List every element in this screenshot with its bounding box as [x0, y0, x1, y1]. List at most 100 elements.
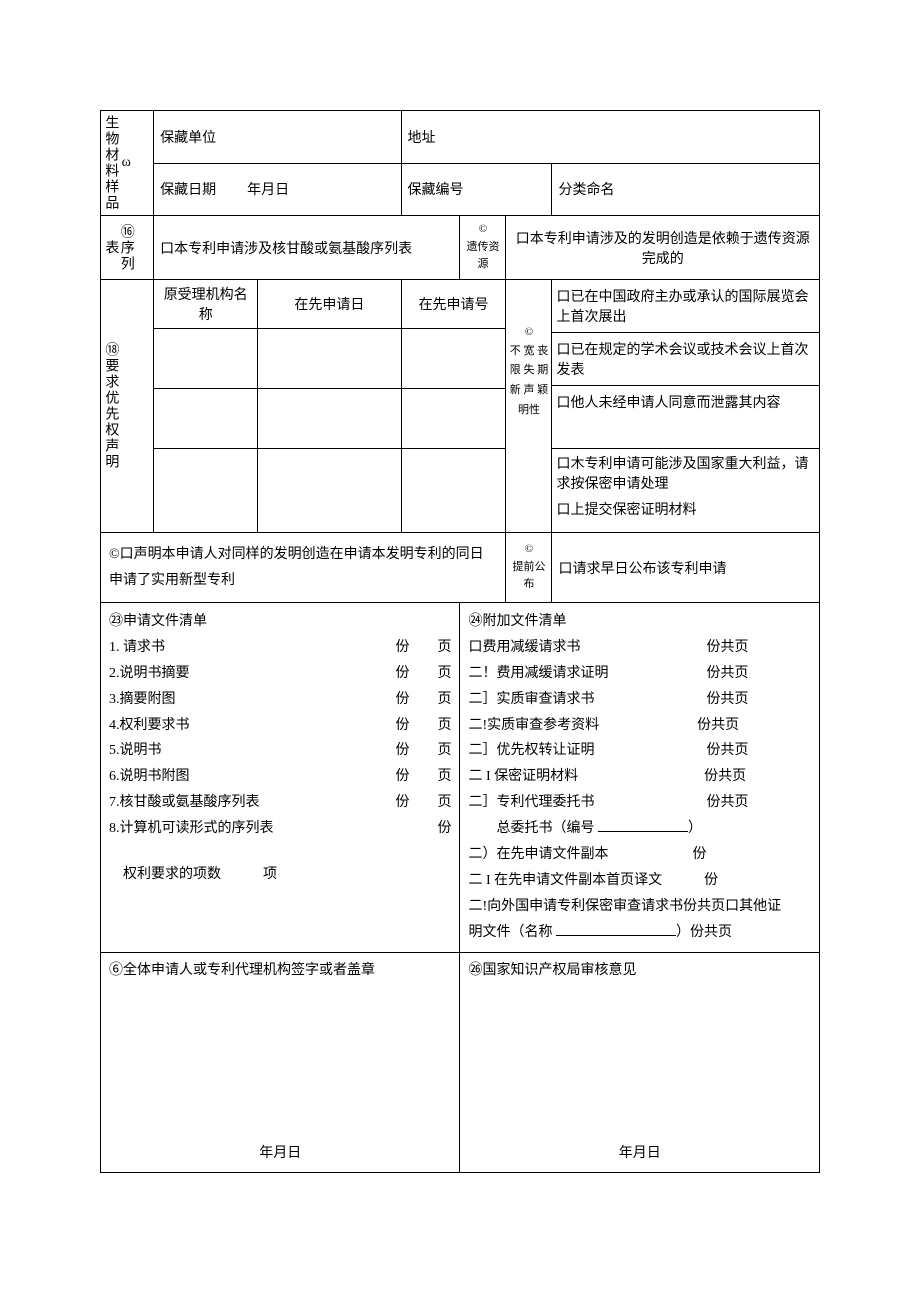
sec15-row2: 保藏日期 年月日 保藏编号 分类命名 — [101, 163, 820, 216]
sec23-item-4-label: 5.说明书 — [109, 738, 387, 764]
sec23-item-7-u: 份 — [429, 816, 451, 842]
sec19-label: 不 宽 丧限 失 期新 声 颖明性 — [508, 342, 549, 421]
sec24-cell: ㉔附加文件清单 口费用减缓请求书 份共页 二！费用减缓请求证明 份共页 二］实质… — [460, 603, 820, 953]
sec19-items-cell: 口已在中国政府主办或承认的国际展览会上首次展出 口已在规定的学术会议或技术会议上… — [552, 280, 820, 449]
sec17-label: 遗传资源 — [466, 239, 499, 274]
sec18-d3c2[interactable] — [258, 449, 401, 533]
page-container: ω 生物材料样品 保藏单位 地址 保藏日期 年月日 保藏编号 分类命名 ⑯序列表… — [0, 0, 920, 1213]
form-table: ω 生物材料样品 保藏单位 地址 保藏日期 年月日 保藏编号 分类命名 ⑯序列表… — [100, 110, 820, 1173]
sec18-d1c2[interactable] — [258, 329, 401, 389]
sec24-item-5: 二 I 保密证明材料 份共页 — [468, 764, 811, 790]
sec24-item-3: 二!实质审查参考资料 份共页 — [468, 713, 811, 739]
sec23-item-4: 5.说明书份 页 — [109, 738, 451, 764]
sec17-label-cell: © 遗传资源 — [460, 216, 506, 280]
sec15-row1: ω 生物材料样品 保藏单位 地址 — [101, 111, 820, 164]
sec24-item-0: 口费用减缓请求书 份共页 — [468, 635, 811, 661]
sec19-item4-cell: 口木专利申请可能涉及国家重大利益，请求按保密申请处理 口上提交保密证明材料 — [552, 449, 820, 533]
sec16-label: ⑯序列表 — [103, 220, 134, 275]
sec24-line12-uline[interactable] — [556, 922, 676, 936]
sec24-line8: 总委托书（编号 ） — [468, 816, 811, 842]
sec18-header-row: ⑱要求优先权声明 原受理机构名称 在先申请日 在先申请号 © 不 宽 丧限 失 … — [101, 280, 820, 329]
sec23-item-2-u: 份 页 — [387, 687, 451, 713]
sec23-item-5-u: 份 页 — [387, 764, 451, 790]
sec18-d2c2[interactable] — [258, 389, 401, 449]
sec17-text: 口本专利申请涉及的发明创造是依赖于遗传资源完成的 — [506, 216, 820, 280]
sec18-h3: 在先申请号 — [401, 280, 506, 329]
sec24-item-1: 二！费用减缓请求证明 份共页 — [468, 661, 811, 687]
sec18-d2c1[interactable] — [154, 389, 258, 449]
sec16-17-row: ⑯序列表 口本专利申请涉及核甘酸或氨基酸序列表 © 遗传资源 口本专利申请涉及的… — [101, 216, 820, 280]
sec24-title: ㉔附加文件清单 — [468, 609, 811, 635]
sec19-label-cell: © 不 宽 丧限 失 期新 声 颖明性 — [506, 280, 552, 533]
sec15-date-label: 保藏日期 — [160, 183, 216, 198]
sec25-title: ⑥全体申请人或专利代理机构签字或者盖章 — [109, 959, 451, 979]
sec17-circ: © — [466, 221, 499, 239]
sec23-item-2: 3.摘要附图份 页 — [109, 687, 451, 713]
sec23-item-3-label: 4.权利要求书 — [109, 713, 387, 739]
sec23-24-row: ㉓申请文件清单 1. 请求书份 页 2.说明书摘要份 页 3.摘要附图份 页 4… — [101, 603, 820, 953]
sec18-h1: 原受理机构名称 — [154, 280, 258, 329]
sec15-date-val: 年月日 — [247, 183, 289, 198]
sec24-line8b: ） — [688, 821, 702, 836]
sec23-item-0: 1. 请求书份 页 — [109, 635, 451, 661]
sec21-text: 口请求早日公布该专利申请 — [552, 533, 820, 603]
sec18-d1c1[interactable] — [154, 329, 258, 389]
sec19-item-2: 口他人未经申请人同意而泄露其内容 — [552, 386, 819, 418]
sec15-classify-label: 分类命名 — [552, 163, 820, 216]
sec25-date: 年月日 — [101, 1142, 459, 1162]
sec24-line12: 明文件（名称 ）份共页 — [468, 920, 811, 946]
sec21-label: 提前公布 — [512, 559, 545, 594]
sec15-addr-label: 地址 — [401, 111, 819, 164]
sec18-d1c3[interactable] — [401, 329, 506, 389]
sec19-item4b: 口上提交保密证明材料 — [556, 499, 815, 519]
sec23-item-6-u: 份 页 — [387, 790, 451, 816]
sec25-26-row: ⑥全体申请人或专利代理机构签字或者盖章 年月日 ㉖国家知识产权局审核意见 年月日 — [101, 952, 820, 1172]
sec23-title: ㉓申请文件清单 — [109, 609, 451, 635]
sec24-line11: 二!向外国申请专利保密审查请求书份共页口其他证 — [468, 894, 811, 920]
sec15-label-cell: ω 生物材料样品 — [101, 111, 154, 216]
sec24-line8a: 总委托书（编号 — [468, 821, 598, 836]
sec23-list: 1. 请求书份 页 2.说明书摘要份 页 3.摘要附图份 页 4.权利要求书份 … — [109, 635, 451, 842]
sec23-item-6: 7.核甘酸或氨基酸序列表份 页 — [109, 790, 451, 816]
sec19-item-0: 口已在中国政府主办或承认的国际展览会上首次展出 — [552, 280, 819, 333]
sec18-d3c3[interactable] — [401, 449, 506, 533]
sec23-item-7-label: 8.计算机可读形式的序列表 — [109, 816, 429, 842]
sec24-line10: 二 I 在先申请文件副本首页译文 份 — [468, 868, 811, 894]
sec20-21-row: ©口声明本申请人对同样的发明创造在申请本发明专利的同日申请了实用新型专利 © 提… — [101, 533, 820, 603]
sec24-line12b: ）份共页 — [676, 925, 732, 940]
sec16-text: 口本专利申请涉及核甘酸或氨基酸序列表 — [154, 216, 460, 280]
sec23-item-7: 8.计算机可读形式的序列表份 — [109, 816, 451, 842]
sec26-date: 年月日 — [460, 1142, 819, 1162]
sec23-footer: 权利要求的项数 项 — [109, 862, 451, 888]
sec23-item-1: 2.说明书摘要份 页 — [109, 661, 451, 687]
sec26-title: ㉖国家知识产权局审核意见 — [468, 959, 811, 979]
sec19-item-1: 口已在规定的学术会议或技术会议上首次发表 — [552, 333, 819, 386]
sec23-item-0-u: 份 页 — [387, 635, 451, 661]
sec25-cell: ⑥全体申请人或专利代理机构签字或者盖章 年月日 — [101, 952, 460, 1172]
sec23-item-5-label: 6.说明书附图 — [109, 764, 387, 790]
sec23-item-1-label: 2.说明书摘要 — [109, 661, 387, 687]
sec24-line8-uline[interactable] — [598, 818, 688, 832]
sec15-unit-label: 保藏单位 — [154, 111, 401, 164]
sec24-item-4: 二］优先权转让证明 份共页 — [468, 738, 811, 764]
sec23-item-3-u: 份 页 — [387, 713, 451, 739]
sec24-line9: 二）在先申请文件副本 份 — [468, 842, 811, 868]
sec19-item4a: 口木专利申请可能涉及国家重大利益，请求按保密申请处理 — [556, 453, 815, 493]
sec18-label-cell: ⑱要求优先权声明 — [101, 280, 154, 533]
sec15-label: ω 生物材料样品 — [103, 115, 134, 211]
sec23-item-1-u: 份 页 — [387, 661, 451, 687]
sec18-d2c3[interactable] — [401, 389, 506, 449]
sec21-circ: © — [512, 541, 545, 559]
sec15-date-cell: 保藏日期 年月日 — [154, 163, 401, 216]
sec24-item-2: 二］实质审查请求书 份共页 — [468, 687, 811, 713]
sec23-item-6-label: 7.核甘酸或氨基酸序列表 — [109, 790, 387, 816]
sec19-circ: © — [508, 324, 549, 342]
sec23-item-5: 6.说明书附图份 页 — [109, 764, 451, 790]
sec18-d3c1[interactable] — [154, 449, 258, 533]
sec21-label-cell: © 提前公布 — [506, 533, 552, 603]
sec24-item-6: 二］专利代理委托书 份共页 — [468, 790, 811, 816]
sec19-checkbox-list: 口已在中国政府主办或承认的国际展览会上首次展出 口已在规定的学术会议或技术会议上… — [552, 280, 819, 418]
sec18-data-row3: 口木专利申请可能涉及国家重大利益，请求按保密申请处理 口上提交保密证明材料 — [101, 449, 820, 533]
sec18-h2: 在先申请日 — [258, 280, 401, 329]
sec23-cell: ㉓申请文件清单 1. 请求书份 页 2.说明书摘要份 页 3.摘要附图份 页 4… — [101, 603, 460, 953]
